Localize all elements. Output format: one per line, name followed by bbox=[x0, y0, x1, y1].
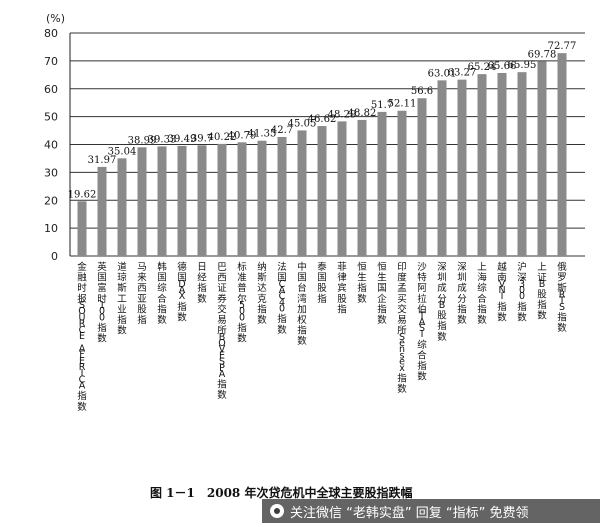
y-tick-label: 20 bbox=[44, 194, 58, 207]
bar bbox=[237, 142, 247, 256]
data-label: 41.35 bbox=[248, 129, 277, 140]
bar bbox=[97, 166, 107, 256]
x-tick-label: 日经指数 bbox=[197, 262, 207, 305]
bar bbox=[517, 72, 527, 257]
wechat-logo-icon bbox=[270, 504, 284, 518]
y-tick-label: 70 bbox=[44, 55, 58, 68]
data-label: 48.82 bbox=[348, 108, 377, 119]
bar bbox=[77, 201, 87, 256]
data-label: 45.05 bbox=[288, 118, 317, 129]
data-label: 46.62 bbox=[308, 114, 337, 125]
bar bbox=[397, 110, 407, 256]
x-tick-label: 金融时报 S O U R C E A F E R I C A 指数 bbox=[77, 261, 87, 413]
bar bbox=[377, 111, 387, 256]
y-tick-label: 60 bbox=[44, 83, 58, 96]
data-label: 35.04 bbox=[108, 146, 137, 157]
data-label: 31.97 bbox=[88, 155, 117, 166]
x-tick-label: 马来西亚股指 bbox=[137, 262, 147, 326]
bar bbox=[417, 98, 427, 256]
y-tick-label: 0 bbox=[51, 250, 58, 263]
x-tick-label: 上证 B 股指数 bbox=[537, 262, 547, 322]
x-tick-label: 标准普尔 5 0 0 指数 bbox=[237, 261, 247, 345]
data-label: 69.78 bbox=[528, 49, 557, 60]
data-label: 72.77 bbox=[548, 41, 577, 52]
bar bbox=[537, 61, 547, 256]
bar bbox=[257, 140, 267, 256]
bar bbox=[297, 130, 307, 256]
bar bbox=[437, 80, 447, 257]
y-tick-label: 40 bbox=[44, 139, 58, 152]
bar bbox=[317, 126, 327, 256]
x-tick-label: 纳斯达克指数 bbox=[257, 261, 267, 326]
y-axis-label: (%) bbox=[46, 12, 65, 25]
x-tick-label: 恒生国企指数 bbox=[377, 261, 387, 326]
figure-caption: 图 1－1 2008 年次贷危机中全球主要股指跌幅 bbox=[150, 486, 413, 500]
x-tick-label: 法国 C A C 4 0 指数 bbox=[277, 261, 287, 336]
data-label: 39.7 bbox=[191, 133, 213, 144]
y-tick-label: 50 bbox=[44, 111, 58, 124]
data-label: 52.11 bbox=[388, 99, 417, 110]
x-tick-label: 越南 V N I 指数 bbox=[497, 261, 507, 323]
watermark-banner: 关注微信 “老韩实盘” 回复 “指标” 免费领 bbox=[262, 499, 600, 523]
x-tick-label: 深圳成分 B 股指数 bbox=[437, 262, 447, 343]
data-label: 56.6 bbox=[411, 86, 433, 97]
x-tick-label: 中国台湾加权指数 bbox=[297, 261, 307, 347]
x-tick-label: 韩国综合指数 bbox=[157, 261, 167, 326]
data-label: 40.22 bbox=[208, 132, 237, 143]
x-tick-label: 沪深 3 0 0 指数 bbox=[517, 261, 527, 323]
bar bbox=[357, 119, 367, 257]
bar bbox=[217, 143, 227, 256]
bar bbox=[137, 147, 147, 256]
x-tick-label: 深圳成分指数 bbox=[457, 262, 467, 326]
bar bbox=[457, 79, 467, 256]
bar bbox=[477, 74, 487, 257]
x-tick-label: 沙特阿拉伯 T A S I 综合指数 bbox=[417, 262, 427, 383]
data-label: 39.33 bbox=[148, 134, 177, 145]
data-label: 39.49 bbox=[168, 134, 197, 145]
bar bbox=[197, 145, 207, 256]
data-label: 19.62 bbox=[68, 189, 97, 200]
bar bbox=[277, 136, 287, 256]
x-tick-label: 道琼斯工业指数 bbox=[117, 261, 127, 337]
y-tick-label: 10 bbox=[44, 222, 58, 235]
data-label: 65.66 bbox=[488, 61, 517, 72]
data-label: 65.95 bbox=[508, 60, 537, 71]
data-label: 63.01 bbox=[428, 68, 457, 79]
x-tick-label: 俄罗斯 R T S 指数 bbox=[557, 261, 567, 334]
data-label: 40.79 bbox=[228, 130, 257, 141]
bar bbox=[177, 145, 187, 256]
data-label: 38.99 bbox=[128, 135, 157, 146]
data-label: 63.27 bbox=[448, 68, 477, 79]
bar bbox=[117, 158, 127, 256]
y-tick-label: 30 bbox=[44, 166, 58, 179]
data-label: 42.7 bbox=[271, 125, 293, 136]
x-tick-label: 泰国股指 bbox=[317, 261, 327, 305]
y-tick-label: 80 bbox=[44, 27, 58, 40]
bar bbox=[337, 121, 347, 256]
bar bbox=[497, 72, 507, 256]
x-tick-label: 巴西证券交易所 B O V E S P A 指数 bbox=[217, 262, 227, 401]
x-tick-label: 英国富时 1 0 0 指数 bbox=[97, 261, 107, 345]
x-tick-label: 菲律宾股指 bbox=[337, 261, 347, 315]
data-label: 65.24 bbox=[468, 62, 497, 73]
data-label: 48.29 bbox=[328, 109, 357, 120]
bar bbox=[557, 53, 567, 256]
x-tick-label: 恒生指数 bbox=[357, 261, 367, 305]
x-tick-label: 德国 D A X 指数 bbox=[177, 261, 187, 323]
x-tick-label: 上海综合指数 bbox=[477, 262, 487, 326]
bar bbox=[157, 146, 167, 256]
data-label: 51.7 bbox=[371, 100, 393, 111]
watermark-text: 关注微信 “老韩实盘” 回复 “指标” 免费领 bbox=[290, 505, 529, 521]
